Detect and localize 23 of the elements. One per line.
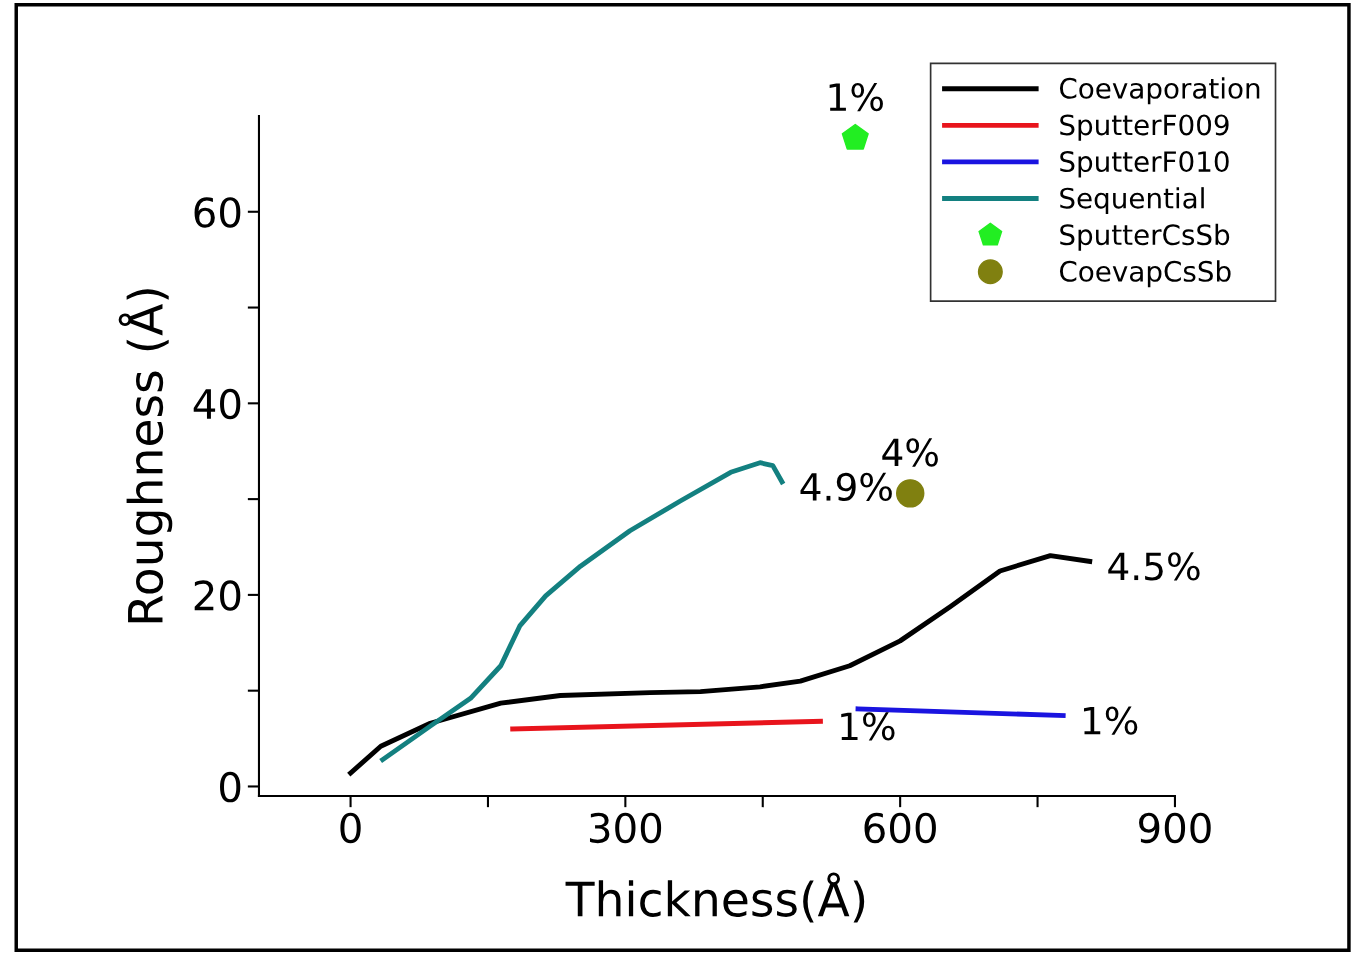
- x-axis-title: Thickness(Å): [565, 872, 865, 923]
- x-tick-label: 300: [589, 812, 662, 844]
- annotation: 4.5%: [1108, 552, 1200, 581]
- x-tick-label: 600: [864, 812, 936, 844]
- x-tick-label: 900: [1139, 812, 1211, 844]
- y-tick-label: 60: [194, 197, 241, 228]
- legend-label: SputterCsSb: [1060, 223, 1230, 251]
- legend-label: SputterF010: [1060, 151, 1229, 178]
- annotation: 1%: [841, 712, 895, 741]
- y-tick-label: 40: [193, 388, 241, 420]
- legend-label: Coevaporation: [1059, 77, 1260, 105]
- annotation: 1%: [1083, 706, 1138, 735]
- legend-label: Sequential: [1060, 187, 1204, 215]
- y-tick-label: 0: [220, 771, 241, 803]
- line-series: [380, 460, 785, 763]
- legend-label: CoevapCsSb: [1059, 260, 1231, 288]
- y-axis-title: Roughness (Å): [118, 289, 173, 623]
- annotation: 4%: [882, 438, 938, 467]
- x-tick-label: 0: [340, 812, 361, 844]
- legend-label: SputterF009: [1060, 114, 1229, 141]
- y-tick-label: 20: [194, 580, 241, 611]
- annotation: 1%: [829, 82, 883, 112]
- annotation: 4.9%: [800, 472, 892, 502]
